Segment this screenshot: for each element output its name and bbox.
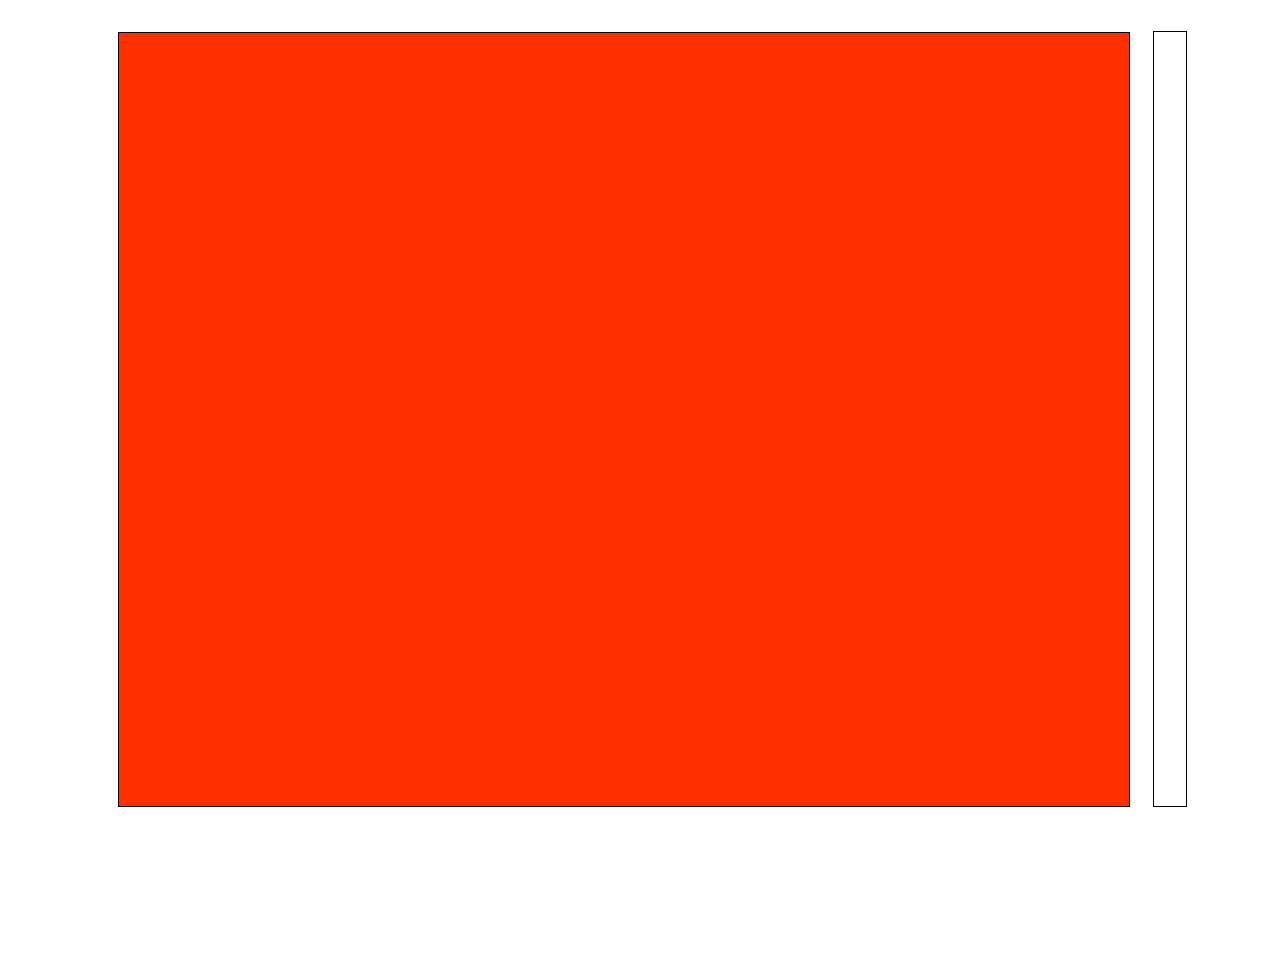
terrain-contour-lines bbox=[119, 33, 1129, 806]
colorbar-gradient bbox=[1154, 32, 1186, 806]
heatmap-field bbox=[119, 33, 1129, 806]
heatmap-plot-area[interactable] bbox=[118, 32, 1130, 807]
colorbar[interactable] bbox=[1153, 31, 1187, 807]
